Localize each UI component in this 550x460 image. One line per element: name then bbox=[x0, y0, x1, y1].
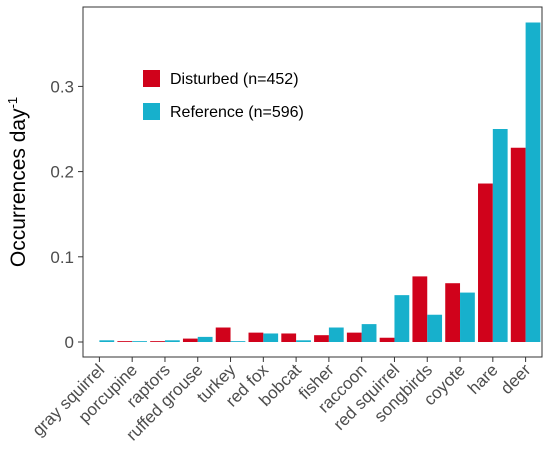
bar-disturbed-songbirds bbox=[412, 276, 428, 342]
bar-reference-hare bbox=[492, 129, 508, 342]
bar-disturbed-raccoon bbox=[346, 332, 362, 342]
bar-reference-bobcat bbox=[296, 340, 311, 342]
bar-reference-fisher bbox=[328, 327, 344, 342]
y-tick-label: 0 bbox=[65, 333, 74, 352]
y-tick-label: 0.2 bbox=[50, 163, 74, 182]
bar-disturbed-ruffed-grouse bbox=[182, 338, 198, 342]
bar-reference-gray-squirrel bbox=[99, 340, 115, 342]
legend: Disturbed (n=452) Reference (n=596) bbox=[143, 70, 304, 121]
bar-reference-porcupine bbox=[132, 341, 147, 342]
bar-reference-red-squirrel bbox=[394, 295, 410, 342]
x-tick-label: hare bbox=[464, 360, 501, 397]
y-axis-title: Occurrences day-1 bbox=[5, 97, 30, 267]
bar-disturbed-red-fox bbox=[248, 332, 264, 342]
bar-reference-raptors bbox=[164, 340, 180, 342]
bar-disturbed-bobcat bbox=[281, 333, 297, 342]
bar-reference-turkey bbox=[230, 341, 246, 342]
y-axis: 0 0.1 0.2 0.3 bbox=[50, 77, 83, 352]
bar-disturbed-hare bbox=[478, 183, 493, 342]
legend-swatch-disturbed bbox=[143, 70, 160, 87]
bar-disturbed-red-squirrel bbox=[379, 337, 395, 342]
bar-reference-red-fox bbox=[263, 333, 279, 342]
bar-disturbed-raptors bbox=[150, 341, 165, 342]
y-axis-title-main: Occurrences day bbox=[7, 108, 30, 267]
legend-label-disturbed: Disturbed (n=452) bbox=[170, 71, 299, 88]
bar-disturbed-fisher bbox=[314, 335, 329, 342]
bar-reference-coyote bbox=[460, 292, 475, 342]
x-tick-label: deer bbox=[497, 360, 535, 398]
bar-disturbed-porcupine bbox=[117, 341, 133, 342]
y-tick-label: 0.3 bbox=[50, 77, 74, 96]
bars bbox=[99, 22, 541, 342]
bar-reference-ruffed-grouse bbox=[197, 336, 213, 342]
bar-reference-raccoon bbox=[361, 324, 377, 342]
bar-disturbed-coyote bbox=[445, 283, 461, 342]
y-tick-label: 0.1 bbox=[50, 248, 74, 267]
bar-reference-deer bbox=[525, 22, 541, 342]
legend-label-reference: Reference (n=596) bbox=[170, 104, 304, 121]
bar-disturbed-deer bbox=[510, 147, 526, 342]
legend-swatch-reference bbox=[143, 103, 160, 120]
bar-reference-songbirds bbox=[427, 314, 443, 342]
y-axis-title-superscript: -1 bbox=[5, 97, 20, 109]
bar-disturbed-turkey bbox=[215, 327, 231, 342]
